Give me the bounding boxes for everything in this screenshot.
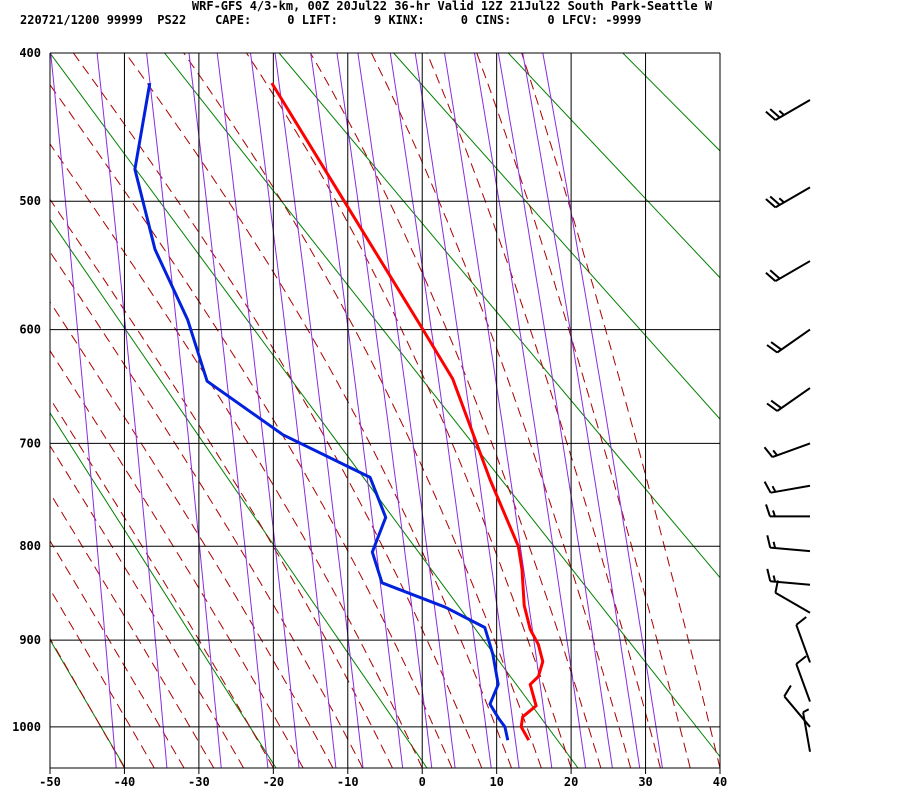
moist-adiabat xyxy=(370,53,632,768)
wind-barb xyxy=(763,481,811,494)
wind-barb xyxy=(766,568,811,586)
wind-barb xyxy=(765,504,811,518)
chart-title: WRF-GFS 4/3-km, 00Z 20Jul22 36-hr Valid … xyxy=(192,0,713,13)
moist-adiabat xyxy=(50,539,185,768)
mixing-ratio-line xyxy=(522,53,641,768)
moist-adiabat xyxy=(125,53,513,768)
moist-adiabat xyxy=(50,198,393,768)
mixing-ratio-line xyxy=(389,53,492,768)
x-tick-label: 0 xyxy=(419,775,426,789)
mixing-ratio-line xyxy=(146,53,222,768)
wind-barb xyxy=(766,328,811,354)
wind-barb xyxy=(763,442,811,459)
wind-barb xyxy=(765,260,811,282)
dry-adiabat xyxy=(393,53,720,420)
x-tick-label: 10 xyxy=(489,775,503,789)
x-tick-label: -50 xyxy=(39,775,61,789)
moist-adiabat xyxy=(246,53,572,768)
mixing-ratio-line xyxy=(497,53,613,768)
moist-adiabat xyxy=(426,53,661,768)
moist-adiabat xyxy=(72,53,483,768)
moist-adiabat xyxy=(183,53,542,768)
dry-adiabat xyxy=(50,412,277,768)
mixing-ratio-line xyxy=(50,53,117,768)
moist-adiabat xyxy=(50,84,453,768)
mixing-ratio-line xyxy=(336,53,433,768)
moist-adiabat xyxy=(50,349,304,768)
dry-adiabat xyxy=(852,53,900,768)
x-tick-label: -40 xyxy=(114,775,136,789)
mixing-ratio-line xyxy=(188,53,269,768)
dry-adiabat xyxy=(50,638,126,768)
mixing-ratio-line xyxy=(474,53,587,768)
dry-adiabat xyxy=(278,53,720,579)
moist-adiabat xyxy=(50,492,215,768)
wind-barb xyxy=(766,535,811,553)
dry-adiabat xyxy=(164,53,720,758)
moist-adiabat xyxy=(50,637,125,768)
moist-adiabat xyxy=(521,53,720,768)
y-tick-label: 500 xyxy=(19,194,41,208)
wind-barb xyxy=(765,99,811,121)
stats-line: 220721/1200 99999 PS22 CAPE: 0 LIFT: 9 K… xyxy=(20,13,641,27)
moist-adiabat xyxy=(50,444,245,768)
y-tick-label: 600 xyxy=(19,323,41,337)
mixing-ratio-line xyxy=(357,53,456,768)
x-tick-label: -20 xyxy=(262,775,284,789)
mixing-ratio-line xyxy=(274,53,364,768)
dewpoint-profile xyxy=(133,82,510,741)
background-lines xyxy=(50,53,900,768)
x-tick-label: 30 xyxy=(638,775,652,789)
x-tick-label: -30 xyxy=(188,775,210,789)
moist-adiabat xyxy=(50,397,274,768)
wind-barb xyxy=(766,387,811,412)
temperature-profile xyxy=(270,82,545,741)
moist-adiabat xyxy=(50,588,155,768)
mixing-ratio-line xyxy=(310,53,404,768)
mixing-ratio-line xyxy=(250,53,337,768)
moist-adiabat xyxy=(50,301,334,768)
moist-adiabat xyxy=(309,53,602,768)
y-tick-label: 1000 xyxy=(12,720,41,734)
wind-barb xyxy=(795,616,811,663)
dry-adiabat xyxy=(50,53,579,768)
y-tick-label: 800 xyxy=(19,539,41,553)
mixing-ratio-line xyxy=(414,53,520,768)
dry-adiabat xyxy=(50,218,428,768)
moist-adiabat xyxy=(50,143,423,768)
mixing-ratio-line xyxy=(444,53,553,768)
x-tick-label: 20 xyxy=(564,775,578,789)
dry-adiabat xyxy=(622,53,720,152)
wind-barb xyxy=(774,580,811,614)
y-tick-label: 400 xyxy=(19,46,41,60)
mixing-ratio-line xyxy=(216,53,300,768)
y-tick-label: 900 xyxy=(19,633,41,647)
x-tick-label: -10 xyxy=(337,775,359,789)
y-tick-label: 700 xyxy=(19,436,41,450)
wind-barb xyxy=(802,708,811,752)
dry-adiabat xyxy=(507,53,720,279)
wind-barb xyxy=(795,655,811,702)
wind-barb xyxy=(765,186,811,209)
dry-adiabat xyxy=(737,53,900,768)
mixing-ratio-line xyxy=(96,53,168,768)
x-tick-label: 40 xyxy=(713,775,727,789)
moist-adiabat xyxy=(476,53,691,768)
